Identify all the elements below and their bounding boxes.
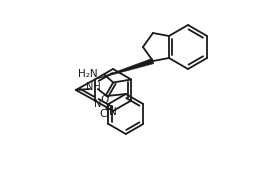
Text: H₂N: H₂N — [78, 68, 97, 78]
Text: N: N — [109, 107, 117, 117]
Text: NH: NH — [86, 82, 101, 92]
Text: O: O — [100, 95, 109, 105]
Text: Cl: Cl — [99, 109, 110, 119]
Text: N: N — [94, 98, 102, 108]
Polygon shape — [95, 58, 154, 80]
